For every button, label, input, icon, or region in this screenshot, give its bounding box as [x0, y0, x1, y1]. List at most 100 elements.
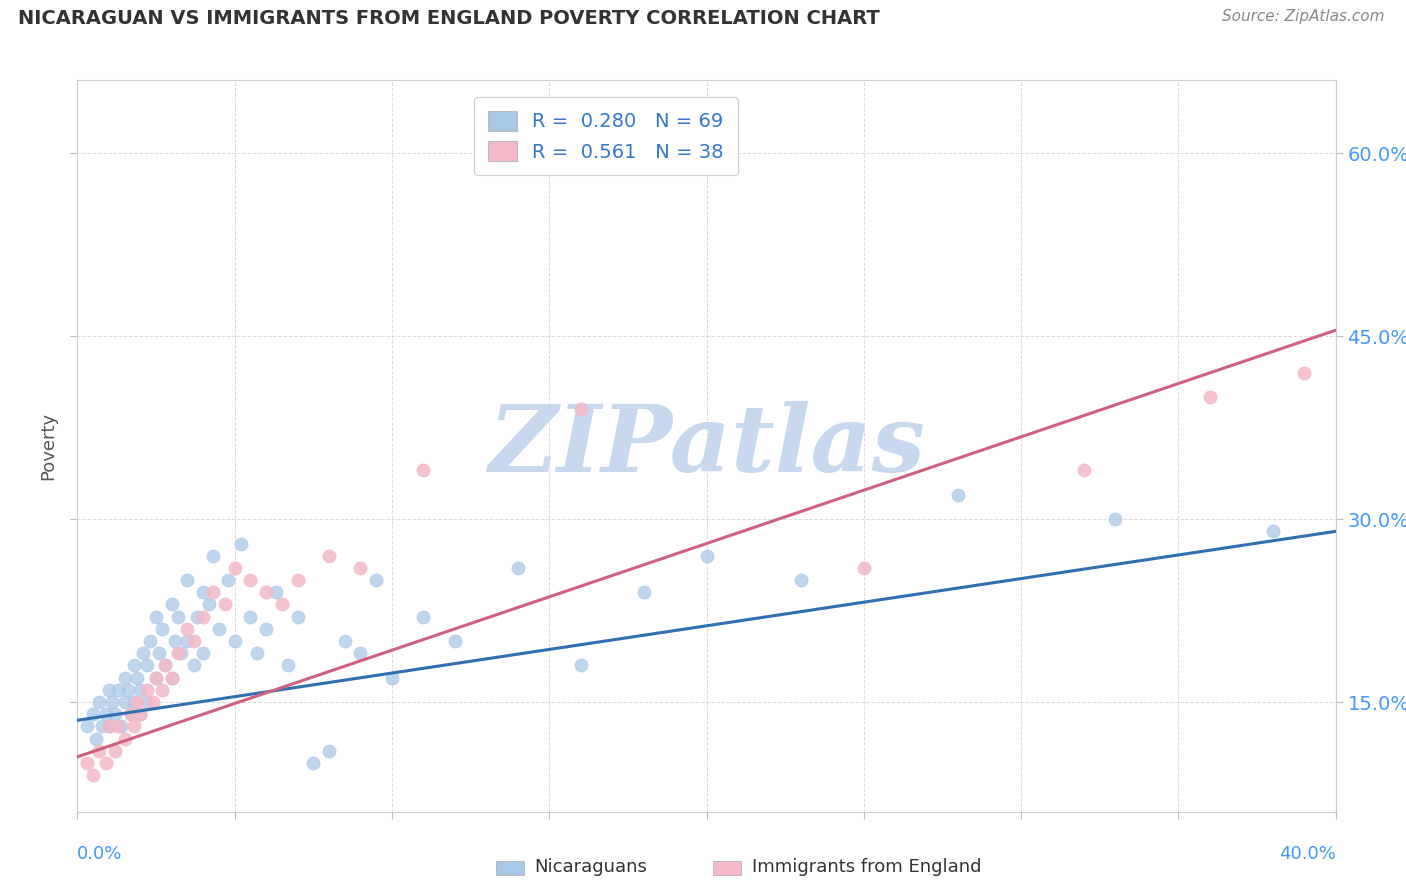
Point: [277, 658, 299, 673]
Text: Source: ZipAtlas.com: Source: ZipAtlas.com: [1222, 9, 1385, 24]
Point: [444, 634, 467, 648]
Text: ZIPatlas: ZIPatlas: [488, 401, 925, 491]
Point: [150, 622, 173, 636]
Point: [1073, 463, 1095, 477]
Point: [224, 634, 246, 648]
Point: [191, 646, 215, 660]
Point: [155, 658, 177, 673]
Bar: [496, 861, 524, 875]
Point: [101, 695, 124, 709]
Point: [287, 573, 309, 587]
Point: [129, 682, 152, 697]
Point: [852, 561, 875, 575]
Point: [198, 598, 221, 612]
Point: [254, 622, 277, 636]
Point: [76, 719, 98, 733]
Point: [114, 731, 136, 746]
Point: [104, 744, 127, 758]
Point: [239, 573, 262, 587]
Point: [132, 646, 155, 660]
Point: [76, 756, 98, 770]
Point: [127, 695, 149, 709]
Text: 40.0%: 40.0%: [1279, 845, 1336, 863]
Point: [506, 561, 529, 575]
Point: [145, 609, 167, 624]
Point: [160, 598, 183, 612]
Point: [107, 682, 129, 697]
Point: [318, 744, 340, 758]
Point: [1261, 524, 1284, 539]
Point: [89, 695, 111, 709]
Point: [412, 609, 434, 624]
Point: [91, 719, 114, 733]
Point: [160, 671, 183, 685]
Point: [287, 609, 309, 624]
Point: [97, 719, 120, 733]
Point: [135, 658, 157, 673]
Text: Immigrants from England: Immigrants from England: [752, 858, 981, 876]
Point: [183, 634, 205, 648]
Point: [208, 622, 231, 636]
Point: [135, 695, 157, 709]
Point: [1104, 512, 1126, 526]
Point: [94, 756, 117, 770]
Point: [224, 561, 246, 575]
Point: [135, 682, 157, 697]
Point: [117, 682, 139, 697]
Point: [89, 744, 111, 758]
Point: [114, 671, 136, 685]
Point: [201, 549, 224, 563]
Point: [214, 598, 236, 612]
Text: Nicaraguans: Nicaraguans: [534, 858, 647, 876]
Point: [239, 609, 262, 624]
Point: [129, 707, 152, 722]
Point: [569, 658, 592, 673]
Point: [176, 634, 198, 648]
Point: [138, 634, 160, 648]
Point: [229, 536, 252, 550]
Point: [270, 598, 292, 612]
Point: [145, 671, 167, 685]
Point: [104, 707, 127, 722]
Point: [569, 402, 592, 417]
Point: [107, 719, 129, 733]
Point: [381, 671, 404, 685]
Point: [366, 573, 388, 587]
Point: [176, 622, 198, 636]
Point: [201, 585, 224, 599]
Point: [122, 658, 145, 673]
Legend: R =  0.280   N = 69, R =  0.561   N = 38: R = 0.280 N = 69, R = 0.561 N = 38: [474, 97, 738, 176]
Point: [302, 756, 325, 770]
Point: [167, 646, 190, 660]
Point: [110, 719, 132, 733]
Point: [254, 585, 277, 599]
Bar: [713, 861, 741, 875]
Point: [148, 646, 170, 660]
Point: [82, 768, 104, 782]
Point: [120, 707, 142, 722]
Point: [333, 634, 356, 648]
Point: [84, 731, 107, 746]
Point: [170, 646, 193, 660]
Point: [167, 609, 190, 624]
Point: [318, 549, 340, 563]
Point: [191, 609, 215, 624]
Point: [246, 646, 269, 660]
Point: [491, 817, 513, 831]
Point: [155, 658, 177, 673]
Point: [349, 561, 371, 575]
Point: [150, 682, 173, 697]
Point: [696, 549, 718, 563]
Point: [176, 573, 198, 587]
Point: [82, 707, 104, 722]
Point: [120, 707, 142, 722]
Point: [948, 488, 970, 502]
Y-axis label: Poverty: Poverty: [39, 412, 58, 480]
Point: [97, 682, 120, 697]
Text: NICARAGUAN VS IMMIGRANTS FROM ENGLAND POVERTY CORRELATION CHART: NICARAGUAN VS IMMIGRANTS FROM ENGLAND PO…: [18, 9, 880, 28]
Point: [186, 609, 208, 624]
Point: [97, 719, 120, 733]
Point: [145, 671, 167, 685]
Point: [122, 695, 145, 709]
Point: [114, 695, 136, 709]
